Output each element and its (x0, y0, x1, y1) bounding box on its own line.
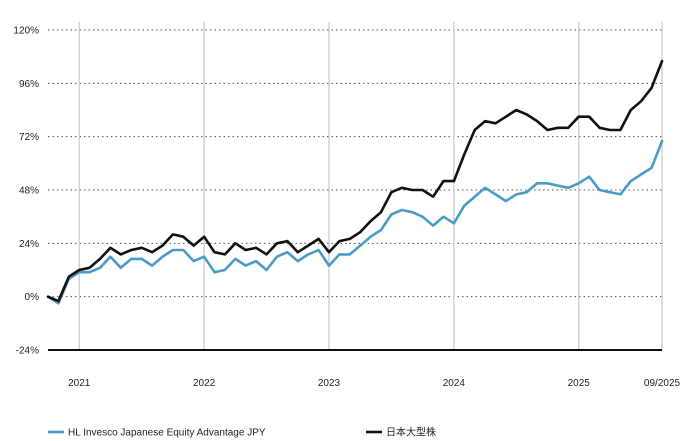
y-tick-label: 24% (19, 239, 39, 250)
x-tick-label: 2024 (443, 378, 466, 389)
x-tick-labels: 2021 2022 2023 2024 2025 09/2025 (68, 378, 680, 389)
x-tick-label: 2022 (193, 378, 216, 389)
y-tick-labels: 120% 96% 72% 48% 24% 0% -24% (13, 26, 39, 357)
x-tick-label: 2025 (568, 378, 591, 389)
legend-label: HL Invesco Japanese Equity Advantage JPY (68, 428, 266, 439)
legend: HL Invesco Japanese Equity Advantage JPY… (48, 426, 436, 439)
legend-label: 日本大型株 (386, 426, 436, 439)
y-tick-label: 96% (19, 79, 39, 90)
series-line-1 (46, 139, 664, 305)
x-tick-label: 09/2025 (644, 378, 681, 389)
y-tick-label: -24% (16, 346, 39, 357)
series-line-2 (46, 59, 664, 303)
y-tick-label: 0% (25, 292, 40, 303)
y-tick-label: 72% (19, 132, 39, 143)
y-tick-label: 120% (13, 26, 39, 37)
x-tick-label: 2023 (318, 378, 341, 389)
grid-lines (48, 22, 663, 350)
y-tick-label: 48% (19, 186, 39, 197)
x-tick-label: 2021 (68, 378, 91, 389)
series-lines (46, 59, 664, 305)
